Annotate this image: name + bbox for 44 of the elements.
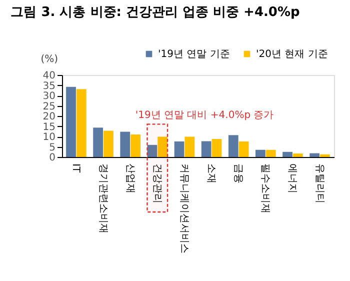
y-tick-label: 0 <box>49 152 56 164</box>
y-tick-label: 15 <box>42 122 56 133</box>
y-tick-label: 40 <box>42 70 56 82</box>
bar <box>282 152 292 157</box>
bar <box>310 153 320 157</box>
bar <box>201 141 212 157</box>
band-label: '19년 연말 대비 +4.0%p 증가 <box>135 110 274 122</box>
y-tick-label: 10 <box>42 132 56 143</box>
chart-title: 그림 3. 시총 비중: 건강관리 업종 비중 +4.0%p <box>10 5 300 20</box>
legend-label: '20년 현재 기준 <box>256 49 328 60</box>
bar <box>228 135 238 157</box>
x-tick-label: 커뮤니케이션서비스 <box>178 164 190 254</box>
bar <box>147 144 158 157</box>
bar <box>174 141 184 157</box>
bar <box>130 134 140 157</box>
bar <box>212 138 222 157</box>
bar <box>238 141 249 157</box>
x-tick-label: 소재 <box>206 164 217 184</box>
bar <box>292 154 303 157</box>
y-tick-label: 35 <box>42 80 56 92</box>
bar <box>256 150 266 157</box>
y-tick-label: 30 <box>42 91 56 102</box>
bar <box>266 150 276 157</box>
x-tick-label: 필수소비재 <box>260 164 271 214</box>
bar <box>93 128 104 157</box>
bar <box>184 136 195 157</box>
bar <box>158 136 168 157</box>
legend-label: '19년 연말 기준 <box>158 49 230 60</box>
x-tick-label: 유틸리티 <box>314 164 325 204</box>
y-tick-label: 5 <box>49 142 56 154</box>
x-tick-label: 에너지 <box>286 164 298 194</box>
x-tick-label: IT <box>70 164 82 174</box>
y-tick-label: 20 <box>42 112 56 122</box>
y-tick-label: 25 <box>42 101 56 112</box>
x-tick-label: 금융 <box>232 164 244 184</box>
x-tick-label: 경기관련소비재 <box>97 164 108 234</box>
bar <box>76 89 86 157</box>
x-tick-label: 산업재 <box>124 164 136 194</box>
bar <box>104 130 114 157</box>
bar <box>66 86 76 157</box>
x-tick-label: 건강관리 <box>151 164 162 204</box>
y-axis-title: (%) <box>40 54 58 65</box>
bar <box>320 154 330 157</box>
bar <box>120 132 130 157</box>
